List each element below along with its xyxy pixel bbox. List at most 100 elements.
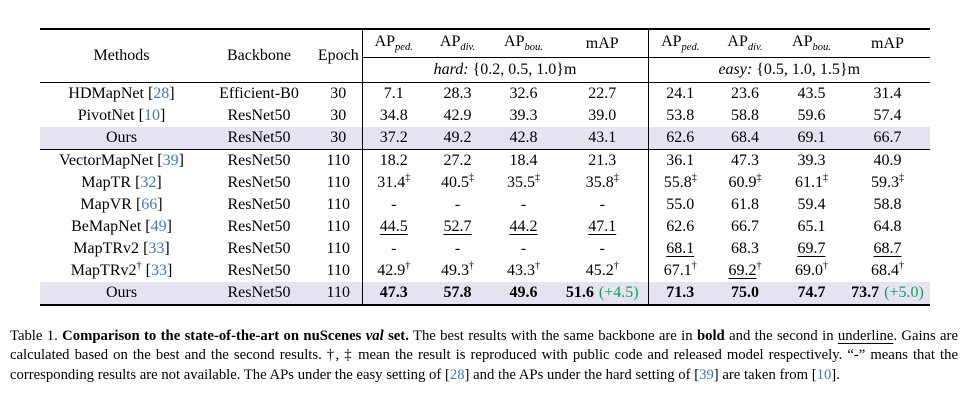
cell-value: 52.7 [443, 218, 472, 235]
cell-backbone: ResNet50 [227, 262, 291, 279]
citation-66[interactable]: 66 [141, 196, 158, 213]
cell-value: 58.8 [873, 196, 902, 213]
cell-value: 71.3 [647, 282, 712, 305]
cell-value: 44.5 [361, 216, 425, 238]
citation-39[interactable]: 39 [699, 366, 714, 383]
header-map-g2: mAP [845, 29, 930, 58]
cell-value: - [361, 194, 425, 216]
cell-value: 68.4† [870, 260, 905, 279]
table-row-maptrv2: MapTRv2 [33] ResNet50 110- - - -68.1 68.3 69.7 6… [40, 238, 930, 260]
cell-value: 68.4 [712, 127, 778, 150]
caption-text: val [365, 327, 384, 344]
header-ap-bou-g1: APbou. [490, 29, 557, 58]
cell-value: 31.4‡ [361, 172, 425, 194]
header-map-g1: mAP [557, 29, 648, 58]
header-ap-bou-g2: APbou. [778, 29, 845, 58]
cell-value: 61.8 [731, 196, 759, 213]
cell-value: 68.1 [647, 238, 712, 260]
citation-10[interactable]: 10 [143, 107, 160, 124]
cell-value: 59.3‡ [870, 172, 905, 191]
cell-method: MapVR [66] [80, 196, 163, 213]
cell-value: - [454, 240, 461, 257]
cell-value: 42.8 [490, 127, 557, 150]
cell-value: 42.9 [443, 107, 472, 124]
cell-backbone: Efficient-B0 [219, 85, 299, 102]
citation-49[interactable]: 49 [150, 218, 167, 235]
cell-value: - [599, 240, 605, 257]
cell-value: 35.5‡ [506, 172, 541, 191]
cell-method: Ours [40, 127, 203, 150]
cell-value: 60.9‡ [728, 172, 762, 191]
table-row-vectormapnet: VectorMapNet [39] ResNet50 110 18.2 27.2 18.4… [40, 149, 930, 172]
table-row-maptrv2-dagger: MapTRv2† [33] ResNet50 110 42.9† 49.3† 43.3† 4… [40, 260, 930, 282]
results-table: Methods Backbone Epoch APped. APdiv. APbou… [40, 28, 930, 306]
gain-value: (+4.5) [598, 284, 639, 301]
cell-value: 23.6 [731, 85, 759, 102]
cell-backbone: ResNet50 [203, 282, 315, 305]
cell-value: 62.6 [647, 216, 712, 238]
subheader-hard-setting: hard: {0.2, 0.5, 1.0}m [361, 57, 648, 83]
cell-epoch: 110 [326, 240, 350, 257]
cell-method: Ours [40, 282, 203, 305]
header-ap-div-g1: APdiv. [425, 29, 490, 58]
citation-32[interactable]: 32 [140, 174, 157, 191]
caption-text: set. [383, 327, 409, 344]
cell-value: 69.7 [797, 240, 826, 257]
header-ap-ped-g2: APped. [647, 29, 712, 58]
cell-value: 55.8‡ [647, 172, 712, 194]
cell-backbone: ResNet50 [227, 218, 291, 235]
cell-value: 49.3† [440, 260, 475, 279]
table-row-maptr: MapTR [32] ResNet50 110 31.4‡ 40.5‡ 35.5‡ 35.8… [40, 172, 930, 194]
cell-value: - [599, 196, 605, 213]
cell-value: 69.1 [778, 127, 845, 150]
cell-value: 18.4 [490, 149, 557, 172]
cell-backbone: ResNet50 [203, 149, 315, 172]
caption-text: Comparison to the state-of-the-art on nu… [62, 327, 366, 344]
cell-value: 43.5 [797, 85, 826, 102]
caption-text: underline [837, 327, 894, 344]
cell-value: 64.8 [873, 218, 902, 235]
citation-28[interactable]: 28 [449, 366, 465, 383]
citation-33[interactable]: 33 [148, 240, 165, 257]
cell-value: 42.9† [361, 260, 425, 282]
cell-value: 59.6 [797, 107, 826, 124]
cell-epoch: 110 [326, 196, 350, 213]
cell-method: BeMapNet [49] [71, 218, 172, 235]
caption-text: Table 1. [10, 327, 63, 344]
citation-28[interactable]: 28 [153, 85, 170, 102]
cell-backbone: ResNet50 [203, 127, 315, 150]
caption-text: . Gains are calculated based on the best… [10, 327, 958, 383]
cell-epoch: 30 [330, 107, 347, 124]
cell-value: 31.4 [873, 85, 902, 102]
cell-method: VectorMapNet [39] [40, 149, 203, 172]
citation-10[interactable]: 10 [816, 366, 832, 383]
header-epoch: Epoch [315, 29, 362, 83]
cell-value: - [520, 240, 527, 257]
cell-value: 28.3 [443, 85, 472, 102]
cell-value: 40.5‡ [440, 172, 475, 191]
results-table-body: HDMapNet [28] Efficient-B0 30 7.1 28.3 32.6 22… [40, 82, 930, 305]
cell-method: PivotNet [10] [77, 107, 166, 124]
hard-thresholds: {0.2, 0.5, 1.0}m [468, 61, 577, 78]
cell-backbone: ResNet50 [227, 107, 291, 124]
cell-epoch: 30 [315, 127, 362, 150]
cell-value: 34.8 [361, 105, 425, 127]
cell-epoch: 110 [315, 282, 362, 305]
cell-value: 73.7 (+5.0) [845, 282, 930, 305]
cell-value: 39.3 [778, 149, 845, 172]
table-row-hdmapnet: HDMapNet [28] Efficient-B0 30 7.1 28.3 32.6 22… [40, 82, 930, 105]
results-table-container: Methods Backbone Epoch APped. APdiv. APbou… [40, 28, 930, 306]
cell-backbone: ResNet50 [227, 196, 291, 213]
header-row-ap: Methods Backbone Epoch APped. APdiv. APbou… [40, 29, 930, 83]
citation-33[interactable]: 33 [150, 262, 167, 279]
cell-value: 43.1 [557, 127, 648, 150]
caption-text: and the second in [724, 327, 838, 344]
cell-epoch: 110 [315, 149, 362, 172]
cell-value: 40.9 [845, 149, 930, 172]
cell-value: 44.2 [509, 218, 538, 235]
citation-39[interactable]: 39 [162, 152, 179, 169]
cell-value: 57.8 [425, 282, 490, 305]
cell-value: 32.6 [509, 85, 538, 102]
cell-value: 55.0 [647, 194, 712, 216]
cell-value: 75.0 [712, 282, 778, 305]
